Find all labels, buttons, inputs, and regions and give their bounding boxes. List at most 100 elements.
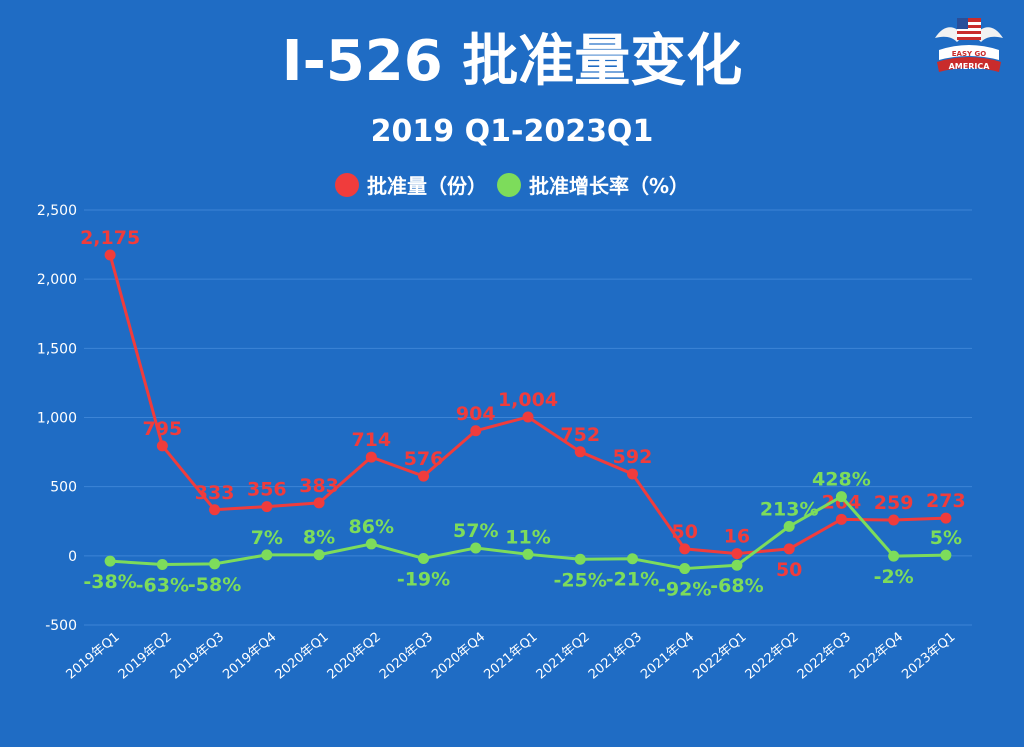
y-tick-label: -500 <box>45 618 77 634</box>
point-growth <box>574 553 586 565</box>
data-label-approvals: 259 <box>874 492 914 514</box>
x-tick-label: 2020年Q3 <box>377 630 436 683</box>
point-approvals <box>574 446 586 458</box>
data-label-growth: 57% <box>453 520 498 542</box>
data-label-growth: 8% <box>303 527 335 549</box>
data-label-growth: -63% <box>136 575 189 597</box>
data-label-approvals: 576 <box>404 448 444 470</box>
point-growth <box>522 548 534 560</box>
x-tick-label: 2021年Q2 <box>534 630 593 683</box>
y-tick-label: 1,500 <box>37 341 77 357</box>
x-tick-label: 2020年Q2 <box>325 630 384 683</box>
point-growth <box>888 550 900 562</box>
point-growth <box>783 520 795 532</box>
x-tick-label: 2023年Q1 <box>899 630 958 683</box>
data-label-growth: 86% <box>349 516 394 538</box>
point-growth <box>156 559 168 571</box>
point-growth <box>418 552 430 564</box>
x-tick-label: 2020年Q1 <box>273 630 332 683</box>
data-label-approvals: 752 <box>560 424 600 446</box>
data-label-growth: 213% <box>760 498 819 520</box>
point-growth <box>313 549 325 561</box>
x-tick-label: 2021年Q4 <box>638 630 697 683</box>
y-tick-label: 500 <box>50 480 77 496</box>
x-tick-label: 2019年Q3 <box>168 630 227 683</box>
point-approvals <box>522 411 534 423</box>
point-approvals <box>626 468 638 480</box>
chart-title: I-526 批准量变化 <box>281 29 743 94</box>
point-growth <box>261 549 273 561</box>
point-approvals <box>731 548 743 560</box>
point-approvals <box>418 470 430 482</box>
data-label-growth: -58% <box>188 574 241 596</box>
point-growth <box>365 538 377 550</box>
y-tick-label: 0 <box>68 549 77 565</box>
point-approvals <box>261 501 273 513</box>
point-approvals <box>679 543 691 555</box>
point-growth <box>679 563 691 575</box>
logo-text-top: EASY GO <box>952 50 986 58</box>
point-approvals <box>313 497 325 509</box>
data-label-approvals: 904 <box>456 403 496 425</box>
chart-subtitle: 2019 Q1-2023Q1 <box>370 114 654 149</box>
data-label-growth: -2% <box>874 566 914 588</box>
y-tick-label: 2,500 <box>37 203 77 219</box>
point-growth <box>104 555 116 567</box>
data-label-approvals: 273 <box>926 490 966 512</box>
logo-text-bottom: AMERICA <box>949 62 991 71</box>
point-approvals <box>470 425 482 437</box>
point-growth <box>835 491 847 503</box>
y-tick-label: 1,000 <box>37 411 77 427</box>
point-growth <box>209 558 221 570</box>
legend-item-growth[interactable]: 批准增长率（%） <box>496 170 690 199</box>
data-label-approvals: 333 <box>195 482 235 504</box>
data-label-approvals: 356 <box>247 479 287 501</box>
data-label-growth: -21% <box>606 569 659 591</box>
data-label-growth: 7% <box>251 527 283 549</box>
data-label-growth: -25% <box>554 569 607 591</box>
data-label-growth: 11% <box>505 526 550 548</box>
data-label-approvals: 16 <box>724 526 750 548</box>
data-label-growth: 5% <box>930 527 962 549</box>
x-tick-label: 2019年Q2 <box>116 630 175 683</box>
data-label-approvals: 50 <box>776 559 802 581</box>
point-approvals <box>940 512 952 524</box>
legend-label-approvals: 批准量（份） <box>366 174 487 198</box>
data-label-approvals: 795 <box>143 418 183 440</box>
x-tick-label: 2021年Q3 <box>586 630 645 683</box>
point-growth <box>626 553 638 565</box>
point-approvals <box>209 504 221 516</box>
data-label-growth: -38% <box>83 571 136 593</box>
legend-marker-approvals <box>334 172 359 197</box>
data-label-growth: -92% <box>658 579 711 601</box>
x-tick-label: 2021年Q1 <box>481 630 540 683</box>
data-label-growth: -19% <box>397 568 450 590</box>
point-approvals <box>365 451 377 463</box>
chart-legend: 批准量（份） 批准增长率（%） <box>0 170 1024 199</box>
data-label-approvals: 592 <box>613 446 653 468</box>
point-approvals <box>888 514 900 526</box>
point-growth <box>940 549 952 561</box>
x-tick-label: 2019年Q1 <box>64 630 123 683</box>
x-tick-label: 2022年Q3 <box>795 630 854 683</box>
legend-marker-growth <box>496 172 521 197</box>
x-tick-label: 2022年Q4 <box>847 630 906 683</box>
data-label-approvals: 2,175 <box>80 227 140 249</box>
data-label-growth: -68% <box>710 575 763 597</box>
data-label-growth: 428% <box>812 469 871 491</box>
point-growth <box>470 542 482 554</box>
point-approvals <box>835 513 847 525</box>
data-label-approvals: 50 <box>671 521 697 543</box>
point-approvals <box>156 440 168 452</box>
point-approvals <box>104 249 116 261</box>
data-label-approvals: 714 <box>351 429 391 451</box>
point-approvals <box>783 543 795 555</box>
eagle-flag-logo-icon: EASY GO AMERICA <box>935 18 1003 72</box>
legend-label-growth: 批准增长率（%） <box>528 174 690 198</box>
point-growth <box>731 559 743 571</box>
x-tick-label: 2022年Q1 <box>690 630 749 683</box>
legend-item-approvals[interactable]: 批准量（份） <box>334 170 487 199</box>
x-tick-label: 2020年Q4 <box>429 630 488 683</box>
